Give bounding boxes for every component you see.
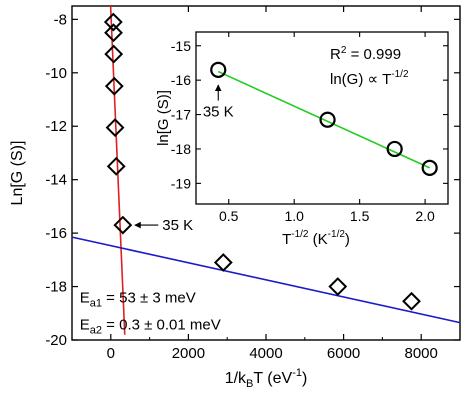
inset-y-tick-label: -19: [171, 175, 191, 191]
activation-energy-1: Ea1 = 53 ± 3 meV: [80, 290, 196, 310]
inset-data-point: [319, 111, 336, 128]
inset-x-label-sup1: -1/2: [291, 229, 309, 240]
inset-x-label-end: ): [345, 231, 350, 248]
main-data-point: [328, 277, 348, 296]
inset-x-tick-label: 1.5: [350, 208, 370, 224]
inset-x-tick-label: 1.0: [284, 208, 304, 224]
main-annotations: 35 K: [134, 217, 193, 234]
main-y-tick-label: -12: [45, 118, 67, 135]
main-x-label-base: 1/k: [225, 370, 247, 387]
inset-x-tick-label: 0.5: [219, 208, 239, 224]
inset-annotations: 35 K: [203, 84, 234, 121]
inset-axis-ticks: 0.5 1.0 1.5 2.0 -19 -18 -17 -16 -15: [171, 32, 448, 224]
inset-r-squared: R2 = 0.999: [330, 45, 401, 63]
main-data-point: [402, 291, 421, 311]
main-x-label-sub: B: [246, 378, 253, 390]
main-data-point: [104, 23, 123, 43]
main-data-point: [103, 12, 123, 32]
main-data-point: [104, 44, 124, 64]
main-data-point: [106, 156, 126, 176]
main-y-tick-label: -10: [45, 65, 67, 82]
main-x-tick-label: 6000: [327, 345, 360, 362]
inset-data-point: [210, 61, 227, 78]
inset-data-point: [421, 159, 438, 176]
main-data-point: [105, 118, 125, 137]
main-x-axis-label: 1/kBT (eV-1): [225, 367, 308, 390]
main-x-label-sup: -1: [292, 367, 302, 379]
main-data-point: [104, 76, 124, 96]
main-axis-ticks: 0 2000 4000 6000 8000 -20 -18 -16 -14 -12 -10 -8: [45, 6, 460, 362]
inset-x-label-mid: (K: [309, 231, 328, 248]
main-annotation-label: 35 K: [162, 217, 193, 234]
main-y-tick-label: -14: [45, 172, 67, 189]
inset-data-points: [210, 61, 438, 176]
main-x-tick-label: 4000: [249, 345, 282, 362]
inset-data-point: [386, 140, 403, 158]
inset-proportionality: ln(G) ∝ T-1/2: [330, 69, 409, 88]
main-x-label-end: ): [302, 370, 307, 387]
inset-fit-lines: [217, 70, 431, 169]
main-data-point: [113, 215, 133, 235]
main-y-axis-label: Ln[G (S)]: [9, 141, 26, 206]
main-y-tick-label: -16: [45, 225, 67, 242]
main-x-tick-label: 8000: [405, 345, 438, 362]
inset-y-tick-label: -17: [171, 107, 191, 123]
inset-x-axis-label: T-1/2 (K-1/2): [282, 229, 350, 248]
inset-y-tick-label: -18: [171, 141, 191, 157]
main-x-tick-label: 2000: [172, 345, 205, 362]
inset-x-label-base: T: [282, 231, 291, 248]
inset-fit-line-1: [217, 70, 431, 169]
main-fit-line-2: [71, 236, 461, 324]
main-data-point: [213, 253, 233, 272]
main-x-label-mid: T (eV: [253, 370, 292, 387]
inset-y-tick-label: -15: [171, 38, 191, 54]
inset-x-label-sup2: -1/2: [328, 229, 346, 240]
inset-x-tick-label: 2.0: [415, 208, 435, 224]
inset-y-axis-label: ln[G (S)]: [155, 90, 172, 146]
main-data-points: [103, 12, 421, 311]
activation-energy-2: Ea2 = 0.3 ± 0.01 meV: [80, 316, 221, 336]
inset-y-tick-label: -16: [171, 72, 191, 88]
inset-annotation-label: 35 K: [203, 104, 234, 121]
main-y-tick-label: -20: [45, 332, 67, 349]
main-y-tick-label: -8: [54, 11, 67, 28]
main-x-tick-label: 0: [107, 345, 115, 362]
main-y-tick-label: -18: [45, 279, 67, 296]
